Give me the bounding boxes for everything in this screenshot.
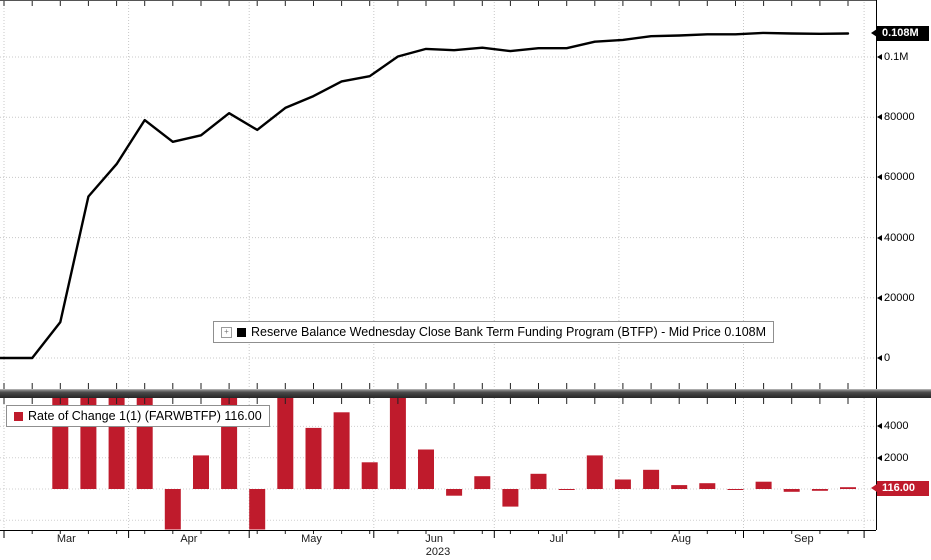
last-change-box: 116.00	[871, 480, 929, 496]
legend-roc-label: Rate of Change 1(1) (FARWBTFP) 116.00	[28, 409, 262, 423]
panel-divider[interactable]	[0, 389, 931, 398]
y-axis-label-text: 60000	[884, 171, 915, 184]
x-axis-month-label: May	[301, 533, 322, 545]
axis-tick-arrow-icon	[877, 174, 882, 181]
x-axis-month-label: Mar	[56, 533, 76, 545]
y-axis-label: 4000	[877, 419, 908, 433]
y-axis-label-text: 4000	[884, 420, 909, 433]
y-axis-label: 2000	[877, 451, 908, 465]
axis-tick-arrow-icon	[877, 114, 882, 121]
y-axis-label-text: 20000	[884, 291, 915, 304]
y-axis-label: 80000	[877, 110, 915, 124]
y-axis-label: 0	[877, 351, 890, 365]
y-axis-label: 40000	[877, 231, 915, 245]
legend-rate-of-change[interactable]: Rate of Change 1(1) (FARWBTFP) 116.00	[6, 405, 270, 427]
y-axis-label-text: 2000	[884, 451, 909, 464]
legend-btfp-label: Reserve Balance Wednesday Close Bank Ter…	[251, 325, 767, 339]
legend-btfp[interactable]: + Reserve Balance Wednesday Close Bank T…	[213, 321, 775, 343]
y-axis-label: 0.1M	[877, 50, 908, 64]
axis-tick-arrow-icon	[877, 294, 882, 301]
x-axis-month-label: Apr	[180, 533, 198, 545]
axis-tick-arrow-icon	[877, 355, 882, 361]
last-price-value: 0.108M	[877, 25, 929, 41]
axis-tick-arrow-icon	[877, 454, 882, 461]
x-axis-month-label: Sep	[794, 533, 814, 545]
x-axis-month-label: Jul	[549, 533, 564, 545]
tree-expand-icon[interactable]: +	[221, 326, 232, 338]
series-swatch-bars	[14, 411, 23, 421]
axis-tick-arrow-icon	[877, 54, 882, 60]
x-axis-year-label: 2023	[425, 546, 451, 558]
last-change-arrow-icon	[871, 484, 877, 492]
last-price-box: 0.108M	[871, 25, 929, 41]
y-axis-label: 20000	[877, 291, 915, 305]
series-swatch-line	[237, 327, 246, 337]
y-axis-label-text: 0	[884, 352, 891, 364]
x-axis-month-label: Jun	[425, 533, 443, 545]
x-axis-month-label: Aug	[671, 533, 691, 545]
last-price-arrow-icon	[871, 29, 877, 37]
y-axis-label-text: 40000	[884, 231, 915, 244]
axis-tick-arrow-icon	[877, 423, 882, 430]
y-axis-label: 60000	[877, 170, 915, 184]
y-axis-label-text: 80000	[884, 111, 915, 124]
y-axis-label-text: 0.1M	[884, 51, 909, 63]
axis-tick-arrow-icon	[877, 234, 882, 241]
last-change-value: 116.00	[877, 480, 929, 496]
